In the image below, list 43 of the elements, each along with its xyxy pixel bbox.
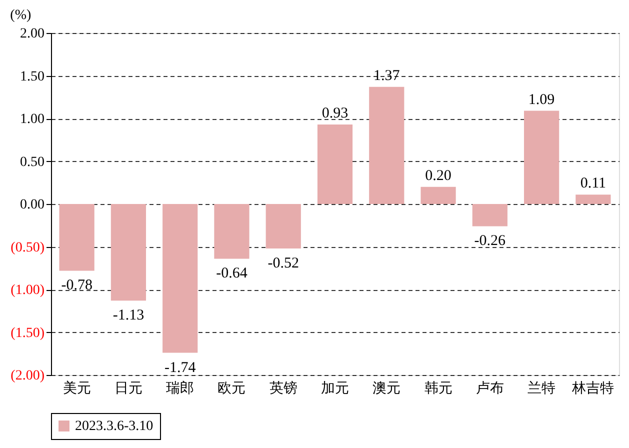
x-tick-label: 加元: [321, 380, 349, 396]
x-tick-label: 澳元: [372, 380, 401, 396]
bar: [162, 204, 198, 353]
text: 0.20: [425, 168, 452, 184]
text: -0.64: [216, 266, 248, 282]
y-tick-label: (2.00): [10, 368, 45, 384]
x-tick-label: 欧元: [218, 382, 246, 396]
text: -0.78: [61, 278, 92, 294]
y-tick-label: (1.50): [10, 326, 45, 341]
x-tick-label: 卢布: [476, 380, 504, 396]
bar: [59, 204, 94, 271]
bar: [317, 124, 353, 204]
text: -0.26: [474, 233, 506, 250]
legend-label: 2023.3.6-3.10: [75, 419, 154, 434]
y-axis-title: (%): [10, 8, 32, 23]
bar: [420, 186, 456, 204]
y-tick-label: 1.00: [20, 112, 44, 127]
y-tick-label: 1.50: [20, 69, 44, 84]
y-tick-label: 0.00: [20, 198, 44, 212]
x-tick-label: 瑞郎: [166, 380, 194, 396]
bar: [524, 110, 560, 204]
x-tick-label: 韩元: [424, 380, 452, 396]
text: 0.11: [580, 176, 606, 192]
text: 0.93: [322, 105, 348, 122]
y-tick-label: 0.50: [20, 154, 44, 170]
bar: [576, 194, 611, 204]
text: -1.13: [112, 308, 144, 324]
text: -1.74: [164, 360, 196, 376]
bar: [266, 204, 301, 248]
bar: [110, 204, 146, 301]
y-tick-label: (0.50): [10, 240, 45, 256]
y-tick-label: 2.00: [20, 26, 44, 42]
x-tick-label: 美元: [62, 380, 91, 396]
bar: [472, 204, 508, 226]
y-tick-label: (1.00): [10, 283, 45, 298]
x-tick-label: 日元: [114, 382, 142, 396]
bar: [214, 204, 250, 259]
text: 1.09: [528, 92, 555, 108]
text: -0.52: [268, 255, 299, 272]
x-tick-label: 林吉特: [571, 380, 614, 396]
x-tick-label: 兰特: [528, 380, 556, 396]
bar: [369, 86, 404, 204]
x-tick-label: 英镑: [269, 380, 298, 396]
